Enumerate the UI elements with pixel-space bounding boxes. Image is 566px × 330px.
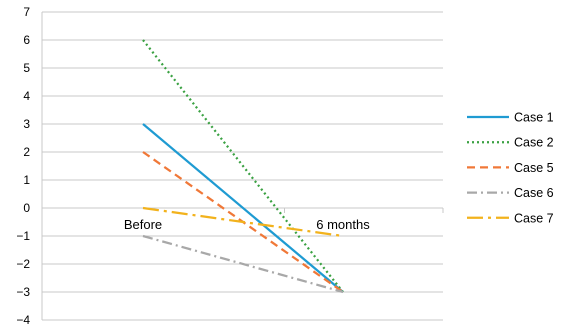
legend-label: Case 2: [514, 136, 554, 150]
y-tick-label: 4: [23, 89, 30, 103]
x-category-label: 6 months: [316, 217, 370, 232]
legend-label: Case 5: [514, 161, 554, 175]
series-line-case-7: [142, 206, 344, 238]
y-axis: 7 6 5 4 3 2 1 0 −1 −2 −3 −4: [16, 5, 43, 327]
x-axis: Before 6 months: [41, 207, 444, 232]
series-line-case-6: [142, 234, 344, 294]
y-tick-label: 5: [23, 61, 30, 75]
y-tick-label: 6: [23, 33, 30, 47]
y-tick-label: −2: [16, 257, 30, 271]
series-line-case-2: [142, 39, 344, 293]
legend-label: Case 1: [514, 111, 554, 125]
legend-label: Case 6: [514, 186, 554, 200]
y-tick-label: 7: [23, 5, 30, 19]
y-tick-label: 0: [23, 201, 30, 215]
y-tick-label: −1: [16, 229, 30, 243]
x-category-label: Before: [124, 217, 162, 232]
y-tick-label: 1: [23, 173, 30, 187]
gridlines: [42, 11, 443, 321]
y-tick-label: 2: [23, 145, 30, 159]
legend-label: Case 7: [514, 211, 554, 225]
y-tick-label: −4: [16, 313, 30, 327]
series-lines: [142, 39, 344, 294]
y-tick-label: −3: [16, 285, 30, 299]
legend: Case 1 Case 2 Case 5 Case 6 Case 7: [467, 111, 554, 225]
series-line-case-1: [142, 123, 344, 293]
y-tick-label: 3: [23, 117, 30, 131]
